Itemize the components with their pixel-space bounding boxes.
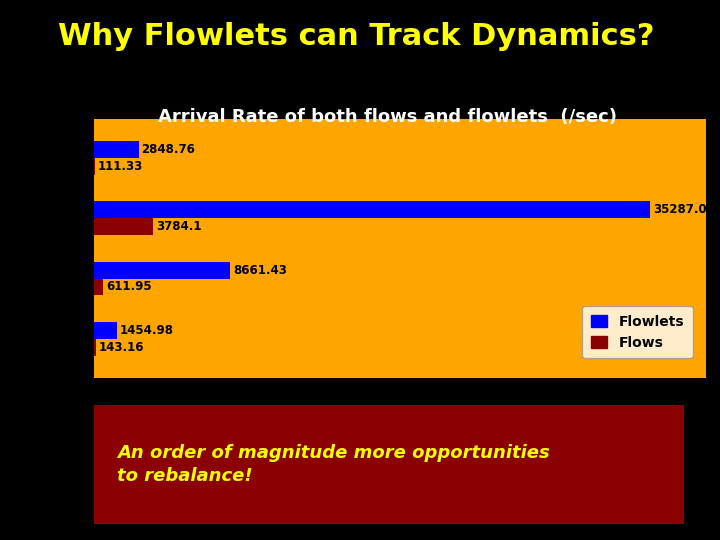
Text: An order of magnitude more opportunities
to rebalance!: An order of magnitude more opportunities… bbox=[117, 443, 550, 485]
Bar bbox=[94, 158, 95, 175]
Text: 611.95: 611.95 bbox=[106, 280, 152, 293]
Text: 2848.76: 2848.76 bbox=[141, 143, 195, 156]
Legend: Flowlets, Flows: Flowlets, Flows bbox=[582, 307, 693, 358]
Bar bbox=[94, 141, 138, 158]
Bar bbox=[94, 322, 117, 339]
Text: Arrival Rate of both flows and flowlets  (/sec): Arrival Rate of both flows and flowlets … bbox=[158, 108, 618, 126]
Bar bbox=[94, 218, 153, 235]
Bar bbox=[94, 262, 230, 279]
Text: 143.16: 143.16 bbox=[99, 341, 144, 354]
Text: 8661.43: 8661.43 bbox=[233, 264, 287, 276]
Bar bbox=[94, 339, 96, 356]
Text: 3784.1: 3784.1 bbox=[156, 220, 202, 233]
Text: 1454.98: 1454.98 bbox=[120, 324, 174, 337]
Text: 35287.04: 35287.04 bbox=[653, 204, 715, 217]
Text: Why Flowlets can Track Dynamics?: Why Flowlets can Track Dynamics? bbox=[58, 22, 654, 51]
Text: 111.33: 111.33 bbox=[98, 160, 143, 173]
Bar bbox=[94, 279, 103, 295]
Bar bbox=[94, 201, 650, 218]
